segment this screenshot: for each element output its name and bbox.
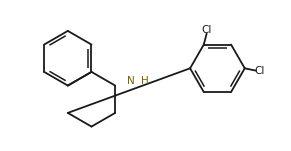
Text: H: H bbox=[141, 76, 149, 85]
Text: N: N bbox=[127, 76, 134, 85]
Text: Cl: Cl bbox=[254, 66, 264, 76]
Text: Cl: Cl bbox=[201, 25, 212, 35]
